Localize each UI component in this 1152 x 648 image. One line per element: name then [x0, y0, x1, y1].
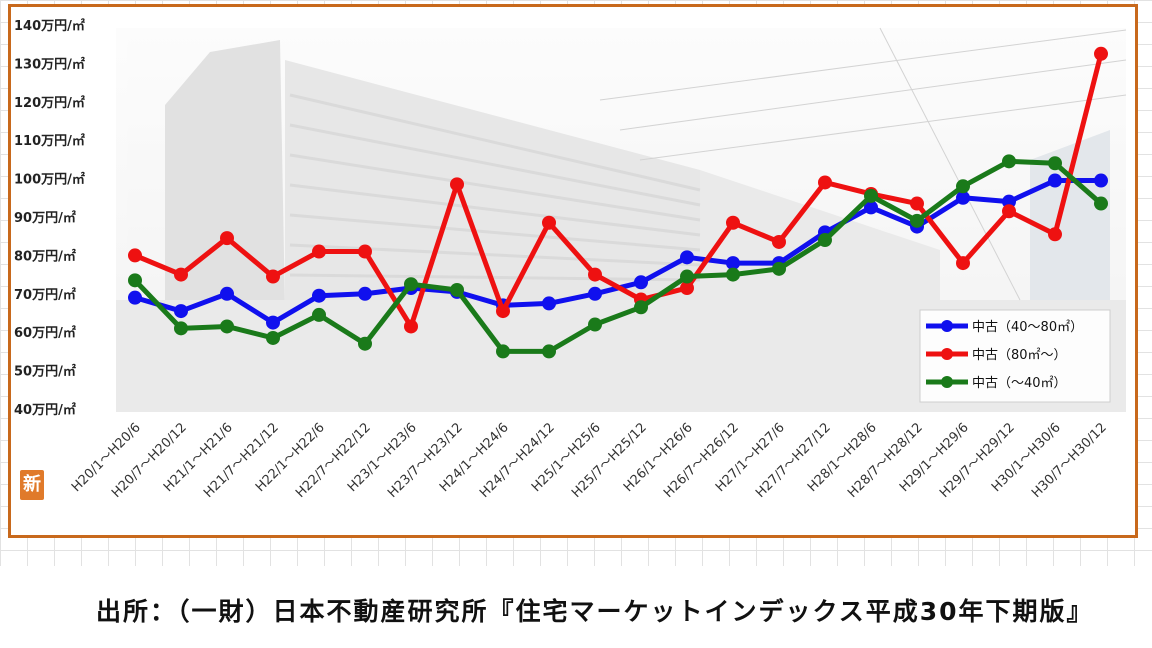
data-point	[128, 248, 142, 263]
data-point	[1048, 156, 1062, 171]
series-line-1	[132, 51, 1104, 329]
data-point	[174, 304, 188, 319]
data-point	[726, 215, 740, 230]
data-point	[1094, 46, 1108, 61]
data-point	[220, 231, 234, 246]
legend-label: 中古（40～80㎡）	[972, 320, 1083, 335]
y-tick-label: 40万円/㎡	[14, 402, 76, 418]
data-point	[358, 336, 372, 351]
data-point	[818, 233, 832, 248]
data-point	[404, 277, 418, 292]
data-point	[496, 304, 510, 319]
data-point	[726, 267, 740, 282]
data-point	[174, 267, 188, 282]
data-point	[680, 250, 694, 265]
y-tick-label: 100万円/㎡	[14, 172, 85, 188]
y-tick-label: 80万円/㎡	[14, 248, 76, 264]
data-point	[312, 288, 326, 303]
data-point	[266, 315, 280, 330]
data-point	[312, 244, 326, 259]
data-point	[220, 319, 234, 334]
data-point	[266, 330, 280, 345]
data-point	[726, 256, 740, 271]
data-point	[128, 273, 142, 288]
legend-swatch-marker	[941, 348, 953, 360]
data-point	[588, 267, 602, 282]
data-point	[588, 286, 602, 301]
series-line-2	[132, 158, 1104, 354]
data-point	[1094, 196, 1108, 211]
corner-logo: 新	[20, 470, 44, 500]
data-point	[128, 290, 142, 305]
data-point	[1094, 173, 1108, 188]
y-tick-label: 60万円/㎡	[14, 325, 76, 341]
data-point	[956, 190, 970, 205]
data-point	[956, 256, 970, 271]
data-point	[312, 307, 326, 322]
y-tick-label: 140万円/㎡	[14, 18, 85, 34]
data-point	[1002, 204, 1016, 219]
data-point	[956, 179, 970, 194]
data-point	[772, 261, 786, 276]
data-point	[266, 269, 280, 284]
corner-logo-text: 新	[23, 474, 41, 495]
y-tick-label: 130万円/㎡	[14, 56, 85, 72]
y-tick-label: 50万円/㎡	[14, 364, 76, 380]
data-point	[1048, 227, 1062, 242]
data-point	[680, 281, 694, 296]
line-chart: 40万円/㎡ 50万円/㎡ 60万円/㎡ 70万円/㎡ 80万円/㎡ 90万円/㎡ 100万…	[14, 18, 1127, 501]
data-point	[680, 269, 694, 284]
data-point	[588, 317, 602, 332]
data-point	[220, 286, 234, 301]
y-tick-label: 90万円/㎡	[14, 210, 76, 226]
y-tick-label: 70万円/㎡	[14, 287, 76, 303]
y-tick-label: 120万円/㎡	[14, 95, 85, 111]
y-tick-label: 110万円/㎡	[14, 133, 85, 149]
data-point	[910, 213, 924, 228]
data-point	[404, 319, 418, 334]
data-point	[542, 215, 556, 230]
data-point	[1002, 154, 1016, 169]
data-point	[634, 275, 648, 290]
legend-label: 中古（～40㎡）	[972, 376, 1067, 391]
source-strip	[0, 566, 1152, 648]
data-point	[450, 282, 464, 297]
legend-swatch-marker	[941, 376, 953, 388]
data-point	[1048, 173, 1062, 188]
source-caption: 出所：（一財）日本不動産研究所『住宅マーケットインデックス平成30年下期版』	[96, 597, 1094, 626]
legend-label: 中古（80㎡～）	[972, 348, 1067, 363]
data-point	[910, 196, 924, 211]
data-point	[772, 234, 786, 249]
data-point	[864, 188, 878, 203]
data-point	[174, 321, 188, 336]
data-point	[496, 344, 510, 359]
data-point	[358, 244, 372, 259]
data-point	[864, 200, 878, 215]
data-point	[1002, 194, 1016, 209]
data-point	[818, 175, 832, 190]
data-point	[634, 300, 648, 315]
data-point	[450, 177, 464, 192]
data-point	[542, 344, 556, 359]
legend-swatch-marker	[941, 320, 953, 332]
data-point	[542, 296, 556, 311]
data-point	[358, 286, 372, 301]
